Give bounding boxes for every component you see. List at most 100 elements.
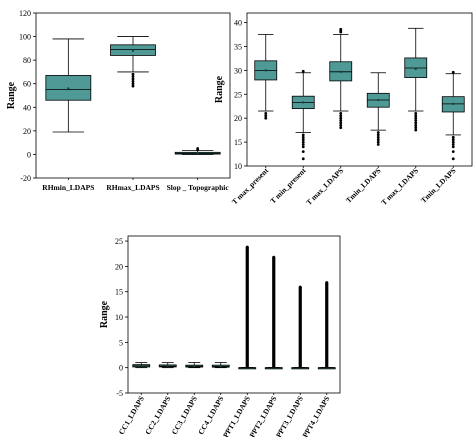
outlier-point: [131, 79, 135, 83]
x-tick-label: T min_present: [268, 166, 308, 206]
y-tick-label: -5: [116, 389, 123, 398]
y-axis-label: Range: [99, 300, 110, 328]
mean-marker: [302, 101, 305, 104]
outlier-point-max: [298, 285, 302, 289]
y-tick-label: 20: [23, 127, 31, 136]
y-tick-label: 15: [234, 138, 242, 147]
outlier-point: [451, 157, 455, 161]
x-tick-label: PPT4_LDAPS: [301, 395, 332, 437]
outlier-point-max: [272, 255, 276, 259]
outlier-point: [414, 114, 418, 118]
outlier-point: [376, 135, 380, 139]
outlier-point: [301, 135, 305, 139]
y-tick-label: 15: [115, 288, 123, 297]
mean-marker: [339, 70, 342, 73]
outlier-point: [301, 150, 305, 154]
mean-marker: [196, 152, 199, 155]
y-tick-label: 20: [115, 262, 123, 271]
outlier-point: [301, 143, 305, 146]
outlier-point: [414, 128, 418, 132]
outlier-cloud: [272, 257, 276, 368]
outlier-point: [414, 126, 418, 130]
mean-marker: [67, 87, 70, 90]
y-tick-label: -20: [20, 174, 31, 183]
outlier-point: [451, 145, 455, 149]
mean-marker: [264, 69, 267, 72]
y-tick-label: 0: [27, 150, 31, 159]
outlier-cloud: [298, 287, 302, 368]
mean-marker: [166, 364, 169, 367]
outlier-point: [376, 143, 380, 146]
outlier-point: [339, 121, 343, 125]
outlier-point: [339, 112, 343, 115]
outlier-point: [414, 116, 418, 120]
y-tick-label: 35: [234, 42, 242, 51]
outlier-point-max: [325, 281, 329, 285]
mean-marker: [377, 99, 380, 102]
x-tick-label: CC4_LDAPS: [196, 395, 225, 437]
y-tick-label: 80: [23, 56, 31, 65]
outlier-point: [376, 133, 380, 137]
x-tick-label: RHmin_LDAPS: [42, 183, 94, 192]
panel-humidity-slope-boxplot: -20 0 20 40 60 80 100 120 Range RHmin_LDAPS RHmax_…: [6, 9, 231, 192]
y-axis-label: Range: [6, 81, 17, 109]
y-tick-label: 100: [19, 33, 31, 42]
mean-marker: [140, 364, 143, 367]
mean-marker: [193, 365, 196, 368]
x-tick-label: RHmax_LDAPS: [106, 183, 159, 192]
outlier-point: [131, 84, 135, 88]
outlier-point: [451, 70, 455, 74]
outlier-point: [196, 147, 200, 150]
outlier-cloud: [325, 282, 329, 368]
y-tick-label: 30: [234, 66, 242, 75]
outlier-point: [131, 77, 135, 81]
outlier-point: [414, 112, 418, 115]
outlier-point: [339, 126, 343, 130]
outlier-point: [451, 143, 455, 146]
x-tick-label: T max_present: [230, 166, 271, 207]
y-tick-label: 40: [23, 103, 31, 112]
x-tick-label: PPT2_LDAPS: [248, 395, 279, 437]
mean-marker: [132, 49, 134, 52]
y-tick-label: 40: [234, 19, 242, 28]
y-tick-label: 10: [234, 162, 242, 171]
outlier-point: [339, 119, 343, 122]
x-tick-label: CC3_LDAPS: [170, 395, 199, 437]
plot-frame: [127, 235, 341, 394]
outlier-point: [131, 75, 135, 79]
x-tick-label: PPT1_LDAPS: [221, 395, 252, 437]
outlier-point: [451, 135, 455, 139]
outlier-point: [301, 133, 305, 137]
outlier-point-max: [245, 245, 249, 249]
y-tick-label: 5: [119, 338, 123, 347]
outlier-point: [131, 72, 135, 76]
outlier-point: [451, 150, 455, 154]
x-tick-label: T max_LDAPS: [304, 166, 345, 207]
y-tick-label: 0: [119, 364, 123, 373]
mean-marker: [452, 102, 455, 105]
y-tick-label: 60: [23, 80, 31, 89]
outlier-point: [451, 140, 455, 144]
outlier-point: [339, 116, 343, 120]
outlier-point: [376, 131, 380, 134]
x-tick-label: Tmin_LDAPS: [419, 166, 458, 205]
outlier-point: [451, 138, 455, 142]
x-tick-label: Slop _ Topographic: [167, 183, 230, 192]
x-tick-label: Tmin_LDAPS: [344, 166, 383, 205]
mean-marker: [219, 365, 222, 368]
outlier-point: [376, 140, 380, 144]
outlier-point: [131, 82, 135, 86]
x-tick-label: T max_LDAPS: [379, 166, 420, 207]
y-tick-label: 120: [19, 9, 31, 18]
x-tick-label: PPT3_LDAPS: [274, 395, 305, 437]
outlier-point: [414, 119, 418, 122]
outlier-point: [264, 116, 268, 120]
outlier-point: [264, 112, 268, 115]
outlier-point: [339, 123, 343, 127]
outlier-point: [301, 140, 305, 144]
outlier-point: [414, 123, 418, 127]
mean-marker: [414, 67, 417, 70]
x-tick-label: CC2_LDAPS: [143, 395, 172, 437]
